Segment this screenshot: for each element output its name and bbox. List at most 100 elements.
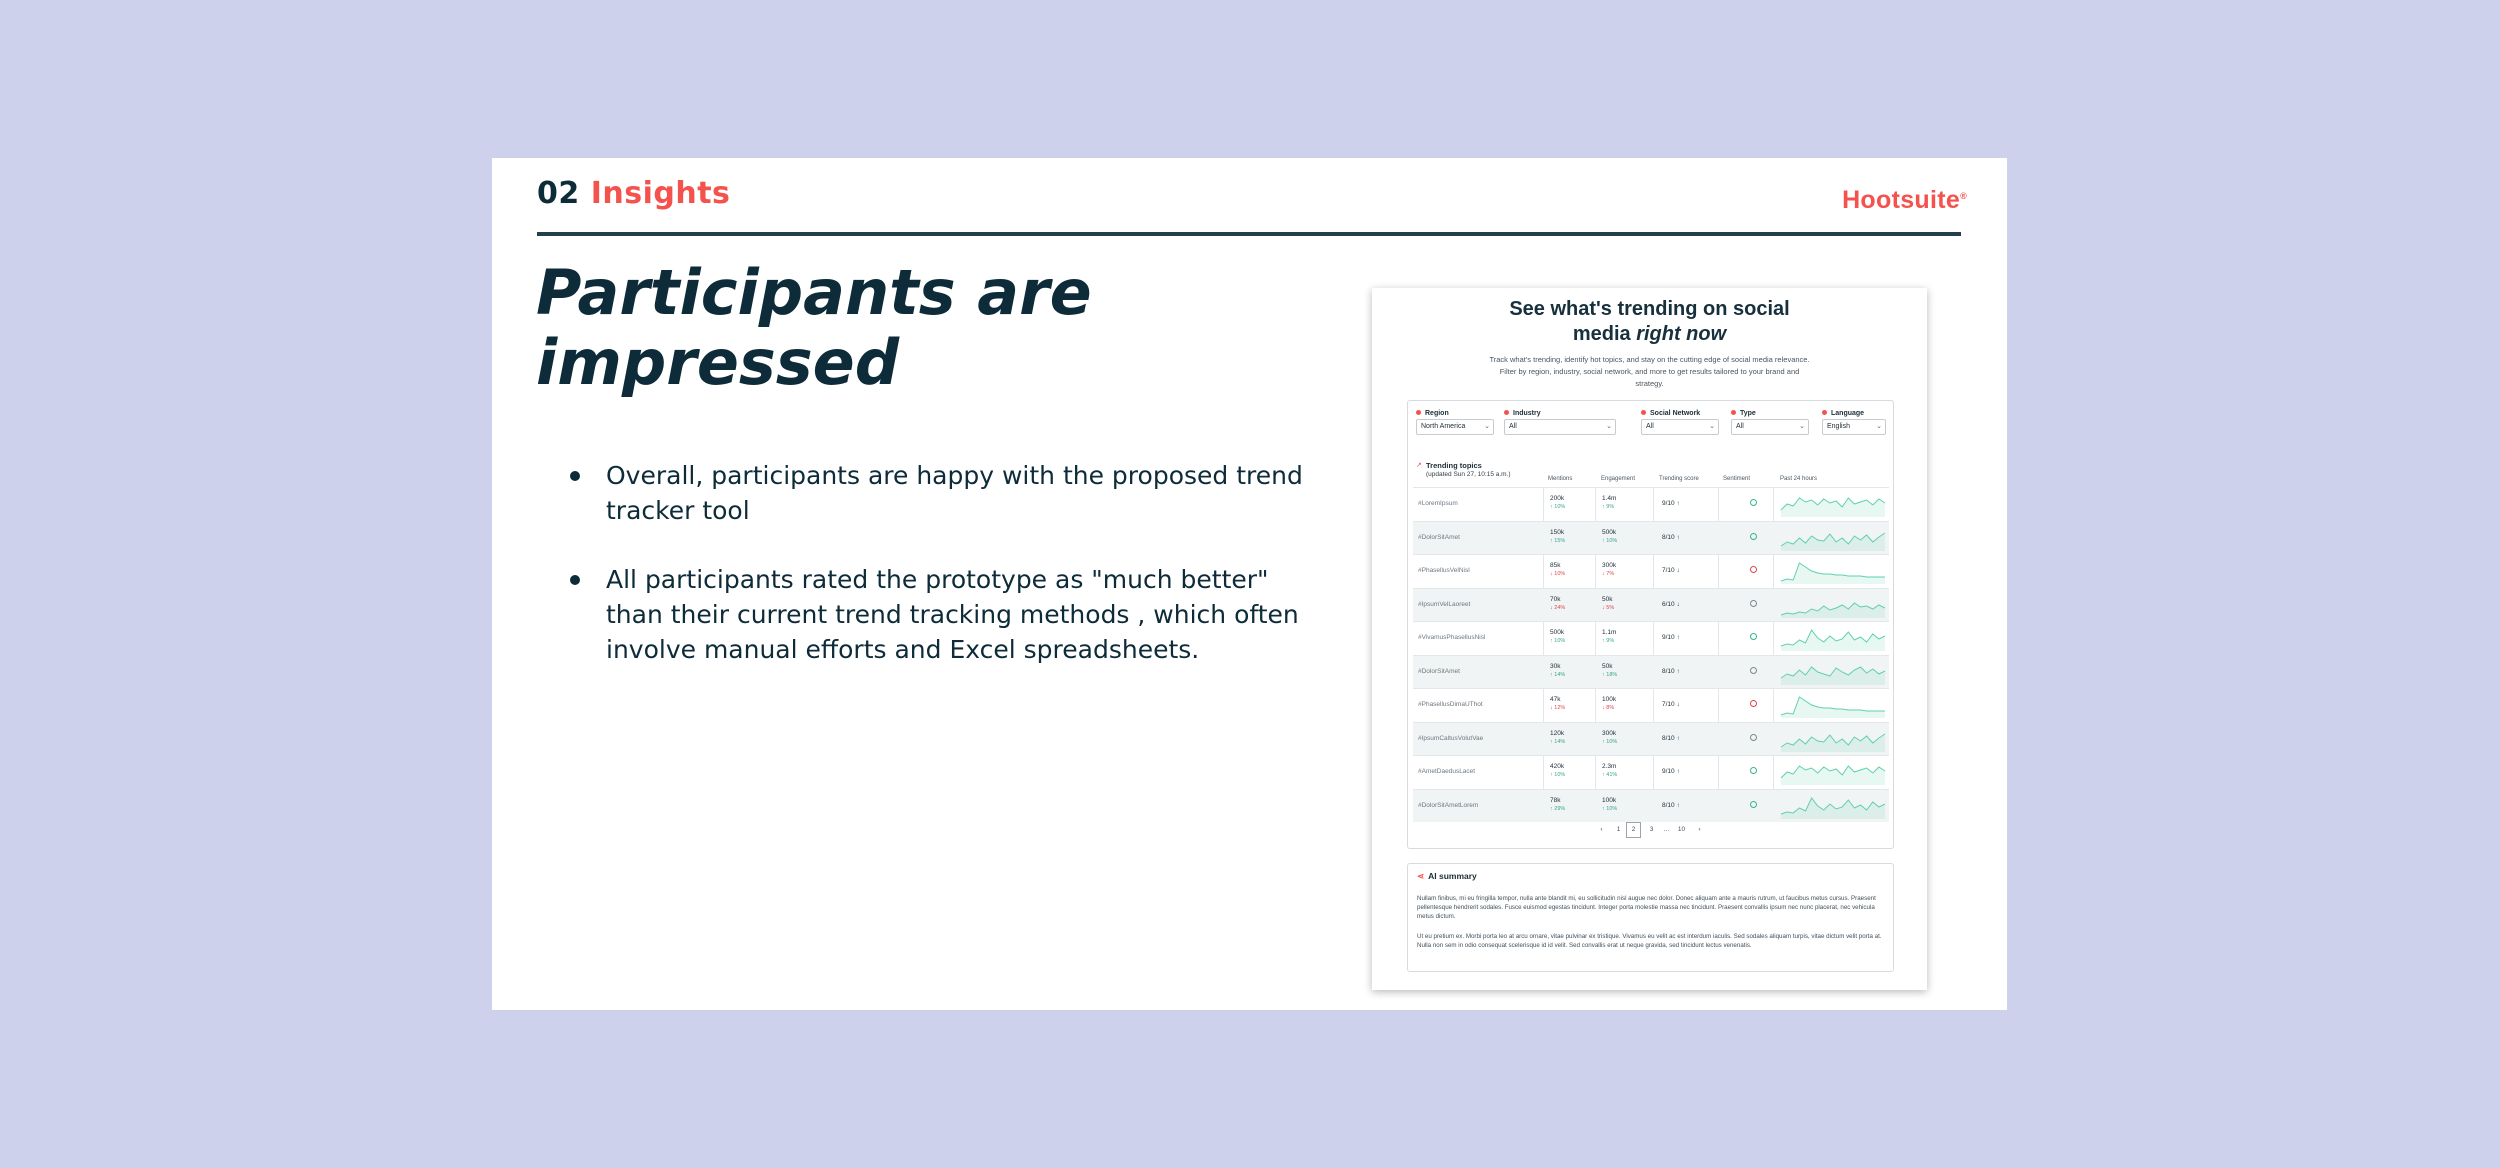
ai-summary-paragraph: Nullam finibus, mi eu fringilla tempor, … xyxy=(1417,895,1876,920)
engagement-value: 100k ↓ 8% xyxy=(1602,696,1617,711)
topic-hashtag[interactable]: #IpsumVelLaoreet xyxy=(1418,600,1471,608)
page-2-button[interactable]: 2 xyxy=(1626,822,1641,838)
table-row[interactable]: #VivamusPhasellusNisl 500k ↑ 10% 1.1m ↑ 9% 9/… xyxy=(1413,621,1889,655)
col-engagement[interactable]: Engagement xyxy=(1601,476,1636,482)
trending-score: 7/10 ↓ xyxy=(1662,701,1680,708)
sparkline-chart xyxy=(1780,532,1886,551)
topic-hashtag[interactable]: #DolorSitAmet xyxy=(1418,533,1460,541)
sparkline-chart xyxy=(1780,562,1885,584)
mockup-title-line1: See what's trending on social xyxy=(1509,298,1790,320)
slide: 02 Insights Hootsuite® Participants are … xyxy=(492,158,2007,1010)
trending-score: 8/10 ↑ xyxy=(1662,533,1680,541)
sentiment-positive-icon xyxy=(1750,532,1757,540)
filter-bar: Region North America ⌄ Industry All ⌄ Soci… xyxy=(1416,408,1886,438)
mentions-change: ↑ 14% xyxy=(1550,738,1566,745)
filter-industry: Industry All ⌄ xyxy=(1504,408,1616,438)
table-row[interactable]: #DolorSitAmet 30k ↑ 14% 50k ↑ 18% 8/10 ↑ xyxy=(1413,654,1889,688)
trending-topics-heading: ↗ Trending topics (updated Sun 27, 10:15… xyxy=(1416,461,1511,479)
trending-score: 7/10 ↓ xyxy=(1662,567,1680,574)
table-row[interactable]: #AmetDaedusLacet 420k ↑ 10% 2.3m ↑ 41% 9/10 ↑ xyxy=(1413,755,1889,789)
topic-hashtag[interactable]: #PhasellusVelNisl xyxy=(1418,567,1470,574)
engagement-change: ↓ 5% xyxy=(1602,604,1615,611)
network-label: Social Network xyxy=(1641,408,1719,419)
sparkline-area xyxy=(1781,733,1885,752)
table-row[interactable]: #LoremIpsum 200k ↑ 10% 1.4m ↑ 9% 9/10 ↑ xyxy=(1413,487,1889,521)
page-10-button[interactable]: 10 xyxy=(1674,822,1689,838)
mentions-value: 420k ↑ 10% xyxy=(1550,763,1566,778)
mockup-title: See what's trending on social media righ… xyxy=(1372,297,1927,347)
engagement-change: ↑ 9% xyxy=(1602,504,1615,510)
ai-summary-title: ⋖ AI summary xyxy=(1417,871,1477,881)
mentions-change: ↓ 24% xyxy=(1550,604,1566,611)
mentions-change: ↓ 10% xyxy=(1550,571,1566,577)
prev-page-icon[interactable]: ‹ xyxy=(1594,822,1609,838)
sparkline-line xyxy=(1780,796,1886,814)
industry-label: Industry xyxy=(1504,408,1616,419)
mentions-change: ↓ 12% xyxy=(1550,705,1566,711)
mentions-value: 120k ↑ 14% xyxy=(1550,729,1566,745)
engagement-value: 1.4m ↑ 9% xyxy=(1602,495,1617,510)
col-past-24-hours[interactable]: Past 24 hours xyxy=(1780,476,1818,482)
topic-hashtag[interactable]: #IpsumCaltusVolutVae xyxy=(1418,734,1484,742)
sparkline-area xyxy=(1781,697,1885,718)
mentions-value: 150k ↑ 15% xyxy=(1550,528,1566,544)
trending-score: 9/10 ↑ xyxy=(1662,768,1680,775)
sparkline-chart xyxy=(1780,796,1886,819)
language-select[interactable]: English ⌄ xyxy=(1822,419,1886,435)
sparkline-area xyxy=(1781,797,1885,819)
sparkline-line xyxy=(1780,629,1886,647)
topic-hashtag[interactable]: #AmetDaedusLacet xyxy=(1418,768,1476,775)
sparkline-area xyxy=(1781,602,1885,618)
mentions-change: ↑ 14% xyxy=(1550,671,1566,678)
page-ellipsis: ... xyxy=(1659,822,1674,838)
engagement-value: 300k ↓ 7% xyxy=(1602,562,1617,577)
hootsuite-logo: Hootsuite® xyxy=(1842,186,1967,215)
topic-hashtag[interactable]: #PhasellusDimaUThot xyxy=(1418,701,1483,708)
col-trending-score[interactable]: Trending score xyxy=(1659,476,1699,482)
region-label: Region xyxy=(1416,408,1494,419)
table-title: Trending topics xyxy=(1426,461,1482,470)
engagement-change: ↑ 9% xyxy=(1602,638,1615,644)
sparkline-line xyxy=(1780,562,1885,582)
chevron-down-icon: ⌄ xyxy=(1606,423,1612,430)
sentiment-positive-icon xyxy=(1750,633,1757,640)
region-select[interactable]: North America ⌄ xyxy=(1416,419,1494,435)
topic-hashtag[interactable]: #DolorSitAmetLorem xyxy=(1418,801,1479,809)
industry-select[interactable]: All ⌄ xyxy=(1504,419,1616,435)
topic-hashtag[interactable]: #DolorSitAmet xyxy=(1418,667,1460,675)
engagement-change: ↓ 8% xyxy=(1602,705,1615,711)
col-sentiment[interactable]: Sentiment xyxy=(1723,476,1751,482)
sentiment-positive-icon xyxy=(1750,767,1757,774)
page-1-button[interactable]: 1 xyxy=(1611,822,1626,838)
prototype-screenshot: See what's trending on social media righ… xyxy=(1372,288,1927,990)
sentiment-positive-icon xyxy=(1750,800,1757,808)
col-mentions[interactable]: Mentions xyxy=(1548,476,1573,482)
topic-hashtag[interactable]: #VivamusPhasellusNisl xyxy=(1418,634,1486,641)
engagement-value: 50k ↓ 5% xyxy=(1602,595,1615,611)
table-row[interactable]: #IpsumVelLaoreet 70k ↓ 24% 50k ↓ 5% 6/10 ↓ xyxy=(1413,587,1889,621)
mentions-change: ↑ 10% xyxy=(1550,638,1566,644)
engagement-change: ↑ 18% xyxy=(1602,671,1618,678)
table-row[interactable]: #IpsumCaltusVolutVae 120k ↑ 14% 300k ↑ 10% 8/… xyxy=(1413,721,1889,755)
bullet-list: Overall, participants are happy with the… xyxy=(570,458,1330,701)
network-select[interactable]: All ⌄ xyxy=(1641,419,1719,435)
mockup-subtitle: Track what's trending, identify hot topi… xyxy=(1489,355,1810,388)
ai-summary-card: ⋖ AI summary Nullam finibus, mi eu fringi… xyxy=(1407,863,1894,972)
mockup-title-line2: media xyxy=(1572,323,1637,345)
topic-hashtag[interactable]: #LoremIpsum xyxy=(1418,500,1458,507)
sentiment-neutral-icon xyxy=(1750,666,1757,674)
engagement-value: 50k ↑ 18% xyxy=(1602,662,1618,678)
filter-language: Language English ⌄ xyxy=(1822,408,1886,438)
page-3-button[interactable]: 3 xyxy=(1644,822,1659,838)
sparkline-line xyxy=(1780,665,1886,678)
next-page-icon[interactable]: › xyxy=(1692,822,1707,838)
filter-network: Social Network All ⌄ xyxy=(1641,408,1719,438)
share-icon: ⋖ xyxy=(1417,871,1425,881)
table-row[interactable]: #PhasellusVelNisl 85k ↓ 10% 300k ↓ 7% 7/10 ↓ xyxy=(1413,554,1889,588)
type-select[interactable]: All ⌄ xyxy=(1731,419,1809,435)
table-row[interactable]: #PhasellusDimaUThot 47k ↓ 12% 100k ↓ 8% 7/10 … xyxy=(1413,688,1889,722)
table-row[interactable]: #DolorSitAmet 150k ↑ 15% 500k ↑ 10% 8/10 ↑ xyxy=(1413,520,1889,554)
engagement-value: 300k ↑ 10% xyxy=(1602,729,1618,745)
table-row[interactable]: #DolorSitAmetLorem 78k ↑ 29% 100k ↑ 10% 8/10 … xyxy=(1413,788,1889,822)
mentions-value: 78k ↑ 29% xyxy=(1550,796,1566,812)
